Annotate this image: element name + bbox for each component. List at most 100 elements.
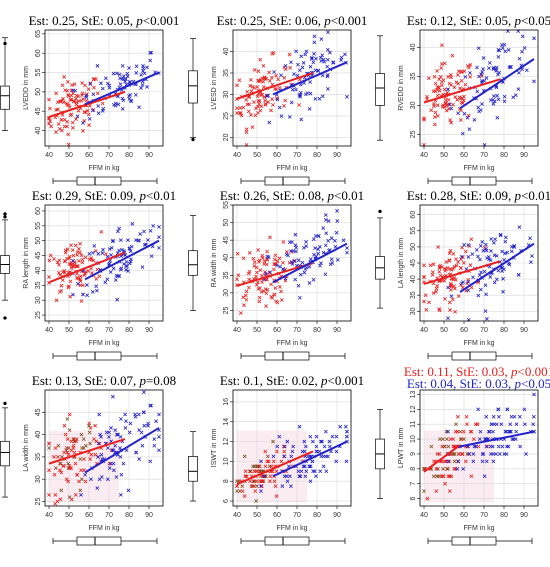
female-point [48, 253, 53, 258]
female-point [63, 250, 68, 255]
female-point [442, 61, 447, 66]
male-point [508, 64, 513, 69]
male-point [528, 260, 533, 265]
y-boxplot-outlier [191, 137, 195, 142]
male-point [303, 474, 308, 479]
male-point [294, 87, 298, 92]
female-point [271, 102, 275, 107]
male-point [531, 414, 536, 419]
female-point [469, 429, 474, 434]
female-point [454, 263, 459, 268]
female-point [56, 455, 60, 459]
female-point [242, 494, 247, 498]
male-point [514, 429, 519, 434]
male-point [307, 281, 312, 285]
male-point [476, 46, 481, 51]
female-point [272, 479, 277, 484]
female-point [463, 459, 468, 464]
female-point [255, 94, 260, 99]
female-point [87, 423, 91, 428]
female-point [270, 75, 274, 80]
estimate-text: Est: 0.25, StE: 0.06, p<0.001 [217, 13, 368, 28]
male-point [323, 218, 328, 222]
female-point [259, 289, 264, 294]
male-point [484, 316, 489, 321]
male-point [345, 246, 349, 250]
female-point [447, 300, 452, 305]
female-point [450, 53, 455, 58]
male-point [466, 255, 471, 259]
y-axis-label: RA length in mm [23, 237, 30, 289]
male-point [502, 99, 507, 104]
male-point [483, 242, 488, 247]
y-tick-label: 45 [223, 236, 230, 244]
female-point [448, 248, 453, 253]
male-point [298, 93, 302, 98]
male-point [320, 53, 325, 58]
female-fit-line [236, 72, 314, 100]
x-tick-label: 90 [145, 512, 153, 519]
female-point [243, 469, 248, 474]
female-point [422, 299, 426, 304]
male-point [280, 484, 285, 489]
male-point [81, 292, 85, 297]
female-point [274, 299, 278, 304]
y-boxplot-outlier [3, 316, 7, 320]
male-point [314, 444, 319, 449]
female-point [466, 113, 471, 118]
female-point [445, 90, 450, 95]
male-point [289, 260, 294, 264]
male-point [303, 444, 308, 449]
female-point [260, 280, 264, 284]
male-point [494, 85, 499, 90]
male-point [323, 429, 328, 434]
female-point [47, 97, 51, 102]
male-point [314, 254, 319, 259]
female-point [447, 459, 452, 464]
male-point [502, 452, 507, 456]
female-point [237, 78, 242, 83]
x-tick-label: 50 [440, 512, 448, 519]
female-point [77, 479, 81, 484]
y-axis-label: ISWT in mm [211, 429, 218, 468]
female-point [443, 481, 447, 486]
female-point [258, 57, 263, 62]
female-point [251, 479, 256, 484]
female-point [456, 260, 461, 265]
male-point [489, 249, 493, 253]
male-point [137, 238, 141, 243]
male-point [315, 449, 319, 454]
female-point [263, 98, 267, 103]
female-point [441, 474, 445, 479]
male-point [476, 293, 481, 298]
male-point [344, 459, 349, 464]
male-point [495, 93, 500, 98]
x-boxplot-box [451, 536, 497, 546]
female-point [430, 272, 435, 277]
male-point [157, 225, 161, 229]
female-point [65, 417, 70, 421]
x-tick-label: 50 [253, 327, 261, 334]
female-point [54, 107, 59, 112]
female-point [58, 461, 63, 466]
estimate-p-symbol: p [139, 188, 147, 203]
male-point [100, 457, 105, 462]
male-point [114, 273, 119, 278]
estimate-prefix: Est: 0.25, StE: 0.05, [29, 13, 137, 28]
male-point [313, 97, 318, 101]
female-point [468, 75, 472, 79]
y-tick-label: 14 [223, 418, 230, 426]
female-point [92, 85, 96, 90]
female-point [244, 289, 249, 294]
male-point [291, 248, 296, 253]
female-point [263, 464, 268, 469]
male-point [518, 444, 522, 449]
male-point [463, 74, 468, 79]
male-point [275, 97, 280, 102]
female-point [447, 474, 452, 479]
male-point [120, 247, 124, 252]
female-point [253, 489, 258, 494]
female-point [97, 274, 102, 279]
male-point [482, 474, 487, 479]
female-point [449, 474, 454, 479]
